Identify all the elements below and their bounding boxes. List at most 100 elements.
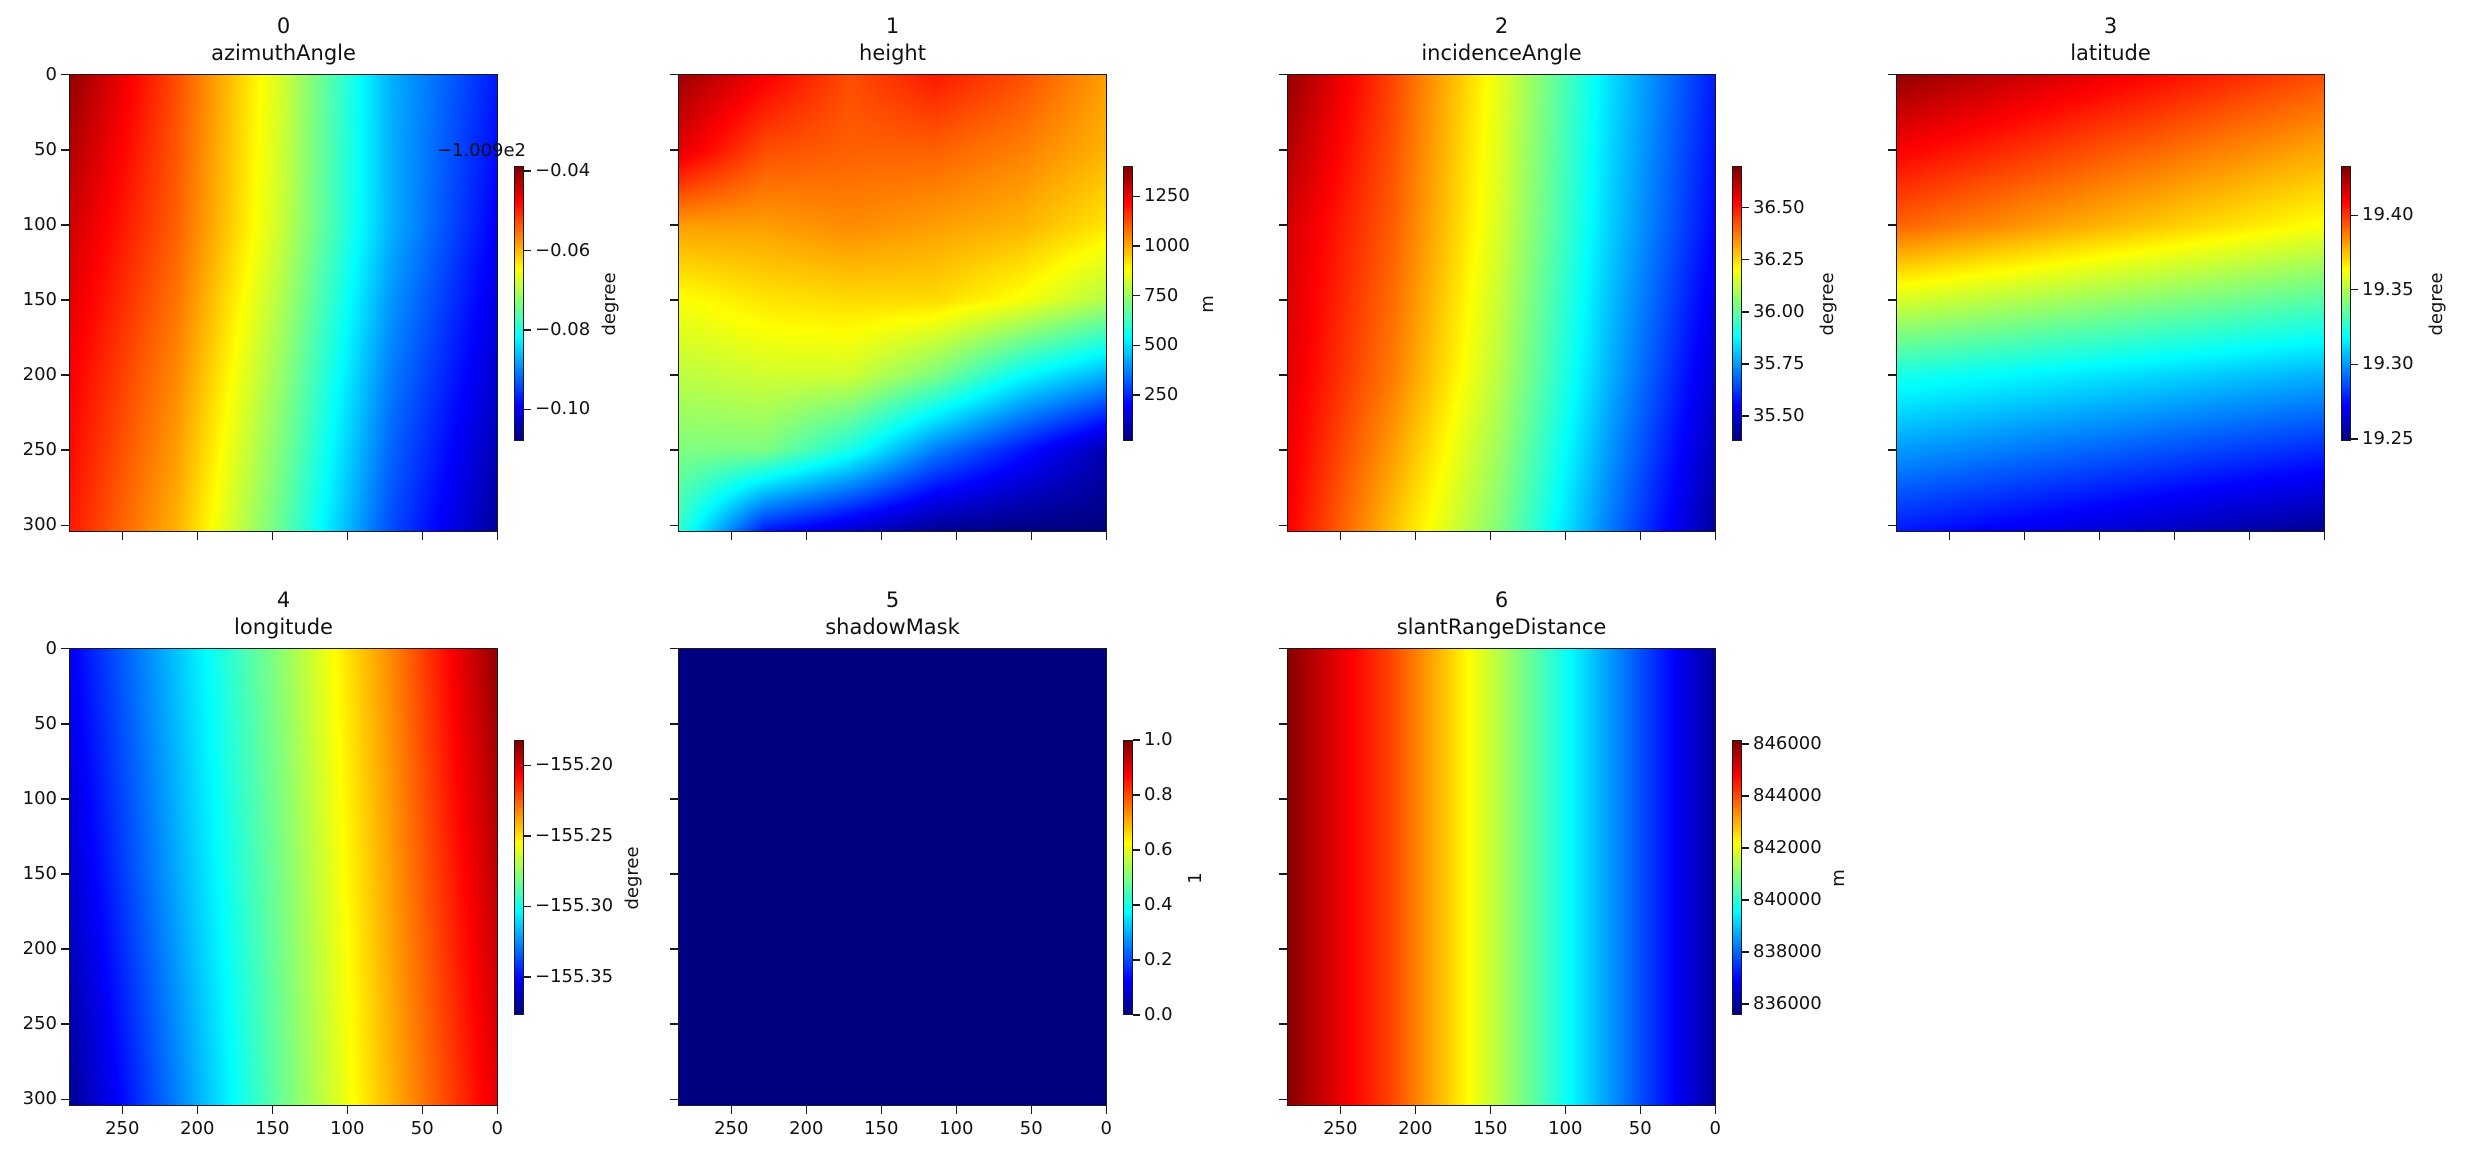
colorbar-tick-label: −155.30 xyxy=(535,895,614,917)
colorbar xyxy=(1732,166,1742,441)
heatmap-axes xyxy=(1287,74,1716,532)
panel-title: slantRangeDistance xyxy=(1396,615,1607,639)
colorbar-tick-label: 1250 xyxy=(1144,185,1190,207)
heatmap-image xyxy=(679,75,1106,531)
panel-index-title: 5 xyxy=(885,588,900,612)
x-tick xyxy=(1714,532,1716,540)
x-tick-label: 50 xyxy=(410,1118,434,1139)
colorbar-tick-label: −155.35 xyxy=(535,965,614,987)
x-tick-label: 150 xyxy=(1473,1118,1508,1139)
y-tick xyxy=(61,723,69,725)
heatmap-image xyxy=(1897,75,2324,531)
x-tick xyxy=(1414,532,1416,540)
x-tick xyxy=(1414,1106,1416,1114)
y-tick xyxy=(61,374,69,376)
colorbar-tick xyxy=(1742,363,1749,365)
colorbar xyxy=(2341,166,2351,441)
y-tick xyxy=(1279,524,1287,526)
colorbar-tick xyxy=(2351,214,2358,216)
colorbar-tick-label: 0.4 xyxy=(1144,894,1173,915)
colorbar xyxy=(514,166,524,441)
colorbar-tick-label: 0.2 xyxy=(1144,949,1173,970)
x-tick-label: 100 xyxy=(330,1118,365,1139)
y-tick xyxy=(1279,1098,1287,1100)
x-tick xyxy=(805,532,807,540)
colorbar-gradient xyxy=(1733,167,1741,440)
colorbar-tick-label: 840000 xyxy=(1753,889,1822,910)
y-tick xyxy=(61,524,69,526)
y-tick xyxy=(1888,524,1896,526)
panel-index-title: 3 xyxy=(2103,14,2118,38)
colorbar-tick xyxy=(1133,344,1140,347)
y-tick xyxy=(1888,374,1896,376)
y-tick xyxy=(670,1098,678,1100)
colorbar-tick xyxy=(1742,1003,1749,1005)
panel-index-title: 4 xyxy=(276,588,291,612)
y-tick xyxy=(61,299,69,301)
colorbar-tick-label: 0.8 xyxy=(1144,784,1173,805)
colorbar-tick xyxy=(524,408,531,410)
x-tick xyxy=(271,532,273,540)
x-tick xyxy=(880,532,882,540)
colorbar-tick xyxy=(1133,245,1140,247)
y-tick xyxy=(670,374,678,376)
y-tick xyxy=(61,224,69,226)
y-tick-label: 250 xyxy=(22,439,57,461)
x-tick xyxy=(1564,1106,1566,1114)
x-tick xyxy=(196,1106,198,1114)
x-tick xyxy=(421,1106,423,1114)
y-tick xyxy=(670,948,678,950)
colorbar-tick-label: 838000 xyxy=(1753,941,1822,962)
panel-title: latitude xyxy=(2070,41,2151,65)
colorbar-offset-text: −1.009e2 xyxy=(436,140,526,161)
y-tick xyxy=(61,798,69,800)
x-tick xyxy=(1564,532,1566,540)
y-tick xyxy=(1279,149,1287,151)
x-tick xyxy=(121,1106,123,1114)
colorbar-tick-label: −0.08 xyxy=(535,318,591,340)
colorbar-tick xyxy=(1133,195,1140,197)
x-tick-label: 0 xyxy=(1100,1118,1112,1139)
y-tick xyxy=(670,74,678,76)
y-tick xyxy=(1279,873,1287,875)
x-tick-label: 50 xyxy=(1019,1118,1043,1139)
x-tick-label: 0 xyxy=(1709,1118,1721,1139)
colorbar-tick-label: 36.00 xyxy=(1753,300,1805,322)
x-tick-label: 50 xyxy=(1628,1118,1652,1139)
colorbar-tick xyxy=(1133,904,1140,906)
colorbar-tick xyxy=(1742,415,1749,417)
heatmap-axes xyxy=(69,74,498,532)
x-tick xyxy=(730,1106,732,1114)
y-tick-label: 150 xyxy=(22,862,57,884)
x-tick-label: 250 xyxy=(1323,1118,1358,1139)
x-tick-label: 200 xyxy=(789,1118,824,1139)
panel-title: shadowMask xyxy=(825,615,960,639)
colorbar-gradient xyxy=(1124,167,1132,440)
y-tick-label: 250 xyxy=(22,1013,57,1035)
x-tick-label: 150 xyxy=(864,1118,899,1139)
colorbar-tick xyxy=(524,329,531,331)
y-tick xyxy=(61,948,69,950)
colorbar-tick xyxy=(1742,743,1749,745)
y-tick xyxy=(1279,449,1287,451)
x-tick xyxy=(1030,532,1032,540)
x-tick xyxy=(1639,532,1641,540)
y-tick-label: 50 xyxy=(34,138,57,160)
y-tick xyxy=(1279,224,1287,226)
colorbar xyxy=(514,740,524,1015)
x-tick xyxy=(1105,1106,1107,1114)
colorbar-tick-label: 35.75 xyxy=(1753,352,1805,374)
colorbar-tick-label: −0.04 xyxy=(535,160,591,182)
y-tick xyxy=(670,224,678,226)
x-tick xyxy=(805,1106,807,1114)
colorbar-tick-label: 1.0 xyxy=(1144,729,1173,750)
colorbar-tick xyxy=(524,905,531,908)
y-tick xyxy=(670,299,678,301)
x-tick xyxy=(2323,532,2325,540)
y-tick xyxy=(1279,1023,1287,1025)
colorbar-label: 1 xyxy=(1185,871,1207,884)
y-tick xyxy=(61,648,69,650)
y-tick-label: 200 xyxy=(22,938,57,960)
x-tick xyxy=(880,1106,882,1114)
heatmap-image xyxy=(1288,649,1715,1105)
